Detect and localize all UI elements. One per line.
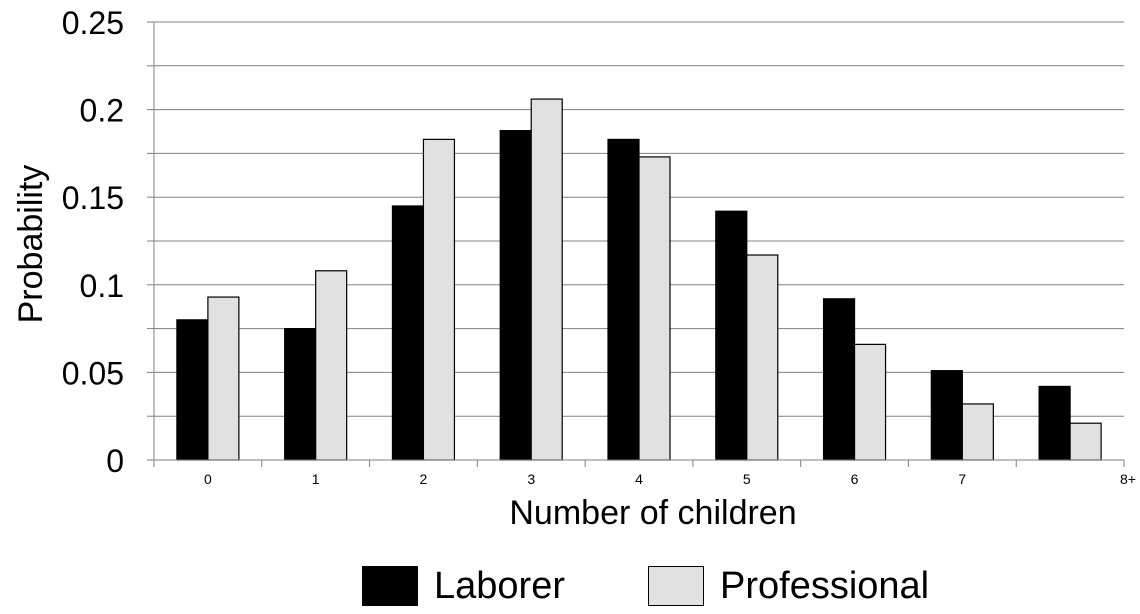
- x-tick-label: 8+: [1120, 471, 1136, 487]
- bar-professional-8+: [1069, 422, 1102, 461]
- legend-label-professional: Professional: [720, 565, 930, 607]
- legend-item-professional: Professional: [648, 566, 929, 606]
- legend-label-laborer: Laborer: [434, 565, 565, 607]
- x-tick-label: 3: [527, 471, 535, 487]
- y-tick-label: 0.15: [62, 180, 124, 216]
- x-axis-label: Number of children: [509, 494, 796, 532]
- bar-professional-1: [315, 270, 348, 461]
- y-tick-label: 0.25: [62, 5, 124, 41]
- bar-laborer-5: [715, 210, 748, 461]
- bar-laborer-1: [284, 328, 317, 461]
- bar-laborer-0: [176, 319, 209, 461]
- x-tick-label: 5: [743, 471, 751, 487]
- bar-professional-6: [853, 343, 887, 461]
- bar-professional-7: [961, 403, 994, 461]
- x-tick-label: 7: [958, 471, 966, 487]
- x-tick-label: 6: [851, 471, 859, 487]
- y-tick-label: 0: [106, 443, 124, 479]
- x-tick-label: 1: [312, 471, 320, 487]
- x-tick-label: 4: [635, 471, 643, 487]
- x-tick-label: 2: [420, 471, 428, 487]
- legend-item-laborer: Laborer: [362, 566, 565, 606]
- bar-professional-3: [530, 98, 563, 461]
- bar-laborer-6: [822, 298, 856, 461]
- bar-laborer-8+: [1038, 385, 1071, 461]
- bar-professional-2: [422, 138, 456, 461]
- y-tick-label: 0.1: [80, 268, 124, 304]
- bars: [176, 98, 1102, 461]
- bar-chart: 0 0.05 0.1 0.15 0.2 0.25 0 1 2 3 4 5 6 7 8+ Probabili…: [12, 5, 1136, 532]
- legend-swatch-professional: [648, 566, 704, 606]
- y-axis-label: Probability: [12, 165, 50, 324]
- bar-professional-5: [746, 254, 779, 461]
- bar-laborer-4: [607, 138, 640, 461]
- bar-professional-4: [638, 156, 671, 461]
- y-tick-labels: 0 0.05 0.1 0.15 0.2 0.25: [62, 5, 124, 479]
- x-tick-labels: 0 1 2 3 4 5 6 7 8+: [204, 471, 1136, 487]
- y-tick-label: 0.2: [80, 93, 124, 129]
- bar-laborer-2: [391, 205, 425, 461]
- bar-laborer-7: [930, 370, 963, 461]
- bar-professional-0: [207, 296, 240, 461]
- y-tick-label: 0.05: [62, 355, 124, 391]
- axes: [147, 21, 1125, 467]
- legend-swatch-laborer: [362, 566, 418, 606]
- x-tick-label: 0: [204, 471, 212, 487]
- bar-laborer-3: [499, 130, 532, 461]
- legend: Laborer Professional: [0, 566, 1140, 614]
